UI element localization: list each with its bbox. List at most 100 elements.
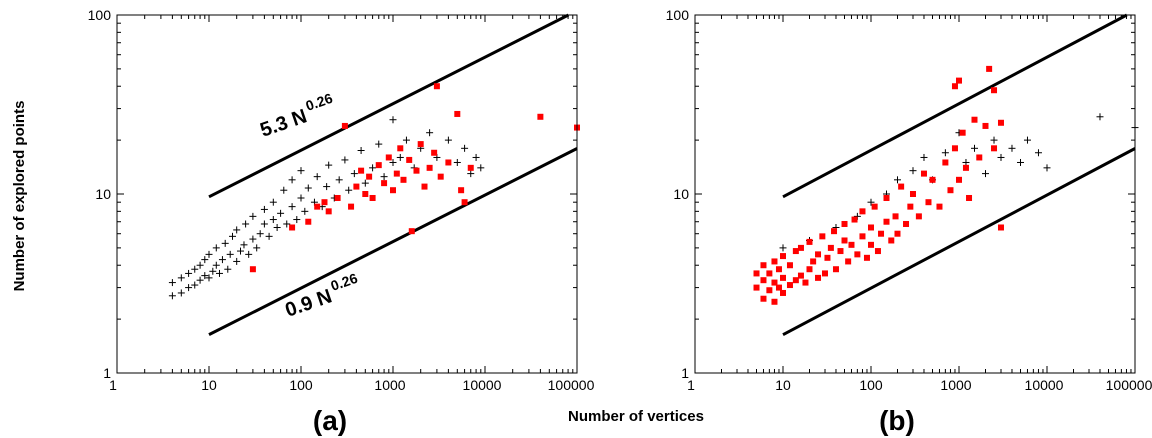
data-point xyxy=(962,164,969,171)
data-point xyxy=(941,149,949,157)
data-point xyxy=(381,180,388,187)
data-point xyxy=(297,194,305,202)
panel-a-x-tick-label: 1000 xyxy=(374,377,405,393)
data-point xyxy=(369,164,377,172)
data-point xyxy=(453,158,461,166)
data-point xyxy=(819,233,826,240)
data-point xyxy=(760,277,767,284)
data-point xyxy=(537,113,544,120)
data-point xyxy=(786,282,793,289)
panel-a-ticks xyxy=(116,14,578,374)
data-point xyxy=(426,129,434,137)
data-point xyxy=(408,228,415,235)
data-point xyxy=(397,145,404,152)
panel-a-x-tick-label: 100 xyxy=(289,377,313,393)
data-point xyxy=(212,261,220,269)
data-point xyxy=(196,261,204,269)
data-point xyxy=(771,258,778,265)
data-point xyxy=(874,248,881,255)
data-point xyxy=(228,232,236,240)
panel-a-fit-label-1: 5.3 N0.26 xyxy=(256,90,339,142)
panel-b-plot-frame xyxy=(694,14,1136,374)
data-point xyxy=(831,228,838,235)
data-point xyxy=(981,170,989,178)
data-point xyxy=(920,170,927,177)
data-point xyxy=(454,110,461,117)
data-point xyxy=(226,250,234,258)
data-point xyxy=(288,203,296,211)
data-point xyxy=(288,176,296,184)
data-point xyxy=(215,269,223,277)
data-point xyxy=(417,141,424,148)
data-point xyxy=(260,220,268,228)
data-point xyxy=(936,203,943,210)
data-point xyxy=(909,191,916,197)
panel-a-x-tick-label: 10000 xyxy=(463,377,502,393)
data-point xyxy=(821,270,828,277)
panel-b: 1 10 100 1000 10000 100000 1 10 100 (b) xyxy=(666,7,1152,436)
data-point xyxy=(894,230,901,237)
data-point xyxy=(348,203,355,210)
data-point xyxy=(827,244,834,251)
panel-a-y-tick-label: 10 xyxy=(95,186,111,202)
x-axis-label: Number of vertices xyxy=(568,408,704,425)
data-point xyxy=(283,220,291,228)
data-point xyxy=(201,256,209,264)
data-point xyxy=(780,253,786,260)
data-point xyxy=(780,289,786,296)
data-point xyxy=(357,146,365,154)
data-point xyxy=(477,164,485,172)
data-point xyxy=(806,266,813,273)
panel-a-x-tick-label: 1 xyxy=(109,377,117,393)
data-point xyxy=(971,116,978,123)
data-point xyxy=(249,212,257,220)
data-point xyxy=(297,167,305,175)
data-point xyxy=(1034,149,1042,157)
data-point xyxy=(837,248,844,255)
data-point xyxy=(929,176,936,183)
panel-a-series-square xyxy=(249,83,580,273)
data-point xyxy=(314,203,321,210)
data-point xyxy=(997,119,1004,126)
data-point xyxy=(959,129,966,136)
data-point xyxy=(868,224,874,231)
data-point xyxy=(898,183,905,190)
panel-b-x-tick-label: 100000 xyxy=(1106,377,1152,393)
data-point xyxy=(205,250,213,258)
data-point xyxy=(851,216,858,223)
panel-a-fit-line-1 xyxy=(208,13,570,199)
data-point xyxy=(990,136,998,144)
data-point xyxy=(431,149,438,156)
data-point xyxy=(458,187,465,194)
panel-a-series-plus xyxy=(168,116,485,300)
data-point xyxy=(205,274,213,282)
panel-b-label: (b) xyxy=(879,405,915,436)
data-point xyxy=(323,183,331,191)
data-point xyxy=(810,258,817,265)
data-point xyxy=(341,122,348,129)
data-point xyxy=(970,144,978,152)
data-point xyxy=(892,213,899,220)
data-point xyxy=(766,287,773,294)
data-point xyxy=(191,281,199,289)
data-point xyxy=(986,65,993,72)
data-point xyxy=(385,154,392,161)
data-point xyxy=(265,232,273,240)
data-point xyxy=(956,176,962,183)
data-point xyxy=(221,239,229,247)
panel-b-y-tick-label: 10 xyxy=(673,186,689,202)
data-point xyxy=(390,187,396,194)
data-point xyxy=(413,167,420,174)
data-point xyxy=(277,209,285,217)
panel-b-x-tick-label: 1 xyxy=(687,377,695,393)
data-point xyxy=(358,167,365,174)
data-point xyxy=(433,83,440,90)
data-point xyxy=(289,224,296,231)
data-point xyxy=(472,153,480,161)
data-point xyxy=(951,83,958,90)
data-point xyxy=(256,230,264,238)
data-point xyxy=(907,203,914,210)
data-point xyxy=(209,267,217,275)
data-point xyxy=(976,154,983,161)
